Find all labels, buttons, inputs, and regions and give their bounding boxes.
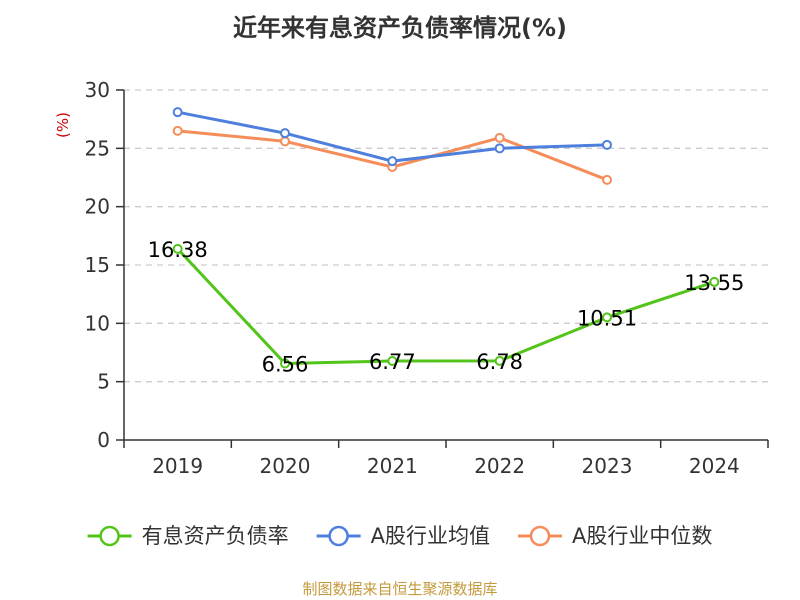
legend-label: 有息资产负债率 [142, 524, 289, 548]
legend-circle-icon [529, 525, 551, 547]
legend: 有息资产负债率 A股行业均值 A股行业中位数 [87, 524, 712, 548]
y-tick-label: 20 [85, 195, 110, 219]
data-point [172, 243, 183, 254]
y-tick-label: 30 [85, 78, 110, 102]
data-point [280, 358, 290, 369]
x-tick-label: 2020 [260, 454, 311, 478]
data-point [387, 156, 398, 167]
series-line [176, 247, 715, 365]
x-tick-label: 2021 [367, 454, 418, 478]
data-point [602, 174, 612, 185]
legend-label: A股行业中位数 [572, 524, 712, 548]
x-tick-label: 2023 [582, 454, 633, 478]
data-point [494, 355, 505, 366]
data-label: 6.77 [369, 350, 416, 374]
x-tick-label: 2019 [152, 454, 203, 478]
data-point [709, 276, 720, 287]
data-label: 16.38 [148, 238, 208, 262]
data-point [387, 356, 398, 367]
y-axis-unit-label: (%) [54, 112, 72, 138]
axes: 0 5 10 15 20 25 30 2019 2020 2021 2022 2023 2024 [85, 78, 769, 478]
y-tick-label: 25 [85, 136, 110, 160]
y-tick-label: 0 [97, 428, 110, 452]
legend-item[interactable]: 有息资产负债率 [87, 524, 289, 548]
data-point [172, 125, 183, 136]
data-point [602, 139, 612, 150]
data-label: 13.55 [684, 271, 744, 295]
series-line [177, 129, 608, 182]
grid-lines [124, 89, 768, 383]
data-point [602, 312, 612, 323]
source-note: 制图数据来自恒生聚源数据库 [302, 580, 498, 598]
data-point [280, 128, 290, 139]
legend-label: A股行业均值 [371, 524, 490, 548]
data-point [494, 143, 505, 154]
x-tick-label: 2022 [474, 454, 525, 478]
y-tick-label: 15 [85, 253, 110, 277]
series-lines [172, 107, 720, 369]
data-point [494, 132, 505, 143]
data-label: 6.78 [476, 350, 523, 374]
data-point [280, 136, 290, 147]
x-tick-label: 2024 [689, 454, 740, 478]
legend-circle-icon [99, 525, 120, 547]
data-point [172, 107, 183, 118]
y-tick-label: 10 [85, 311, 110, 335]
chart-title: 近年来有息资产负债率情况(%) [233, 14, 567, 42]
data-label: 10.51 [577, 306, 637, 330]
legend-circle-icon [328, 525, 349, 547]
legend-item[interactable]: A股行业中位数 [518, 524, 712, 548]
data-label: 6.56 [262, 352, 309, 376]
legend-item[interactable]: A股行业均值 [316, 524, 490, 548]
y-tick-label: 5 [97, 370, 110, 394]
data-labels: 16.38 6.56 6.77 6.78 10.51 13.55 [148, 238, 745, 377]
